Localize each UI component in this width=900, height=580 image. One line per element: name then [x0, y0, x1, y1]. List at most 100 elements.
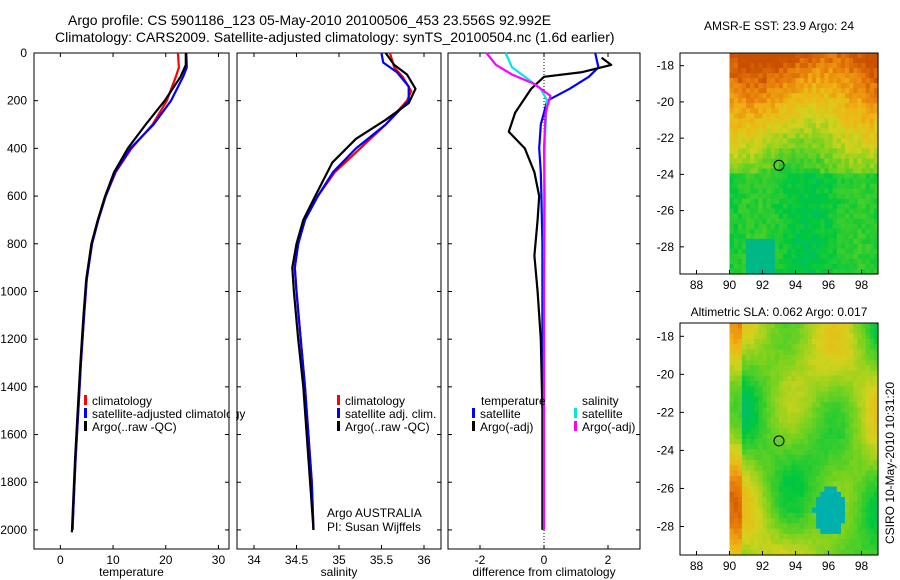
sst_map-cell: [779, 248, 784, 255]
sst_map-cell: [733, 158, 739, 165]
sst_map-cell: [820, 213, 825, 220]
sla_map-cell: [791, 486, 797, 493]
sst_map-cell: [845, 108, 850, 114]
difference-xtick-label: 0: [541, 553, 548, 567]
sst_map-cell: [766, 228, 772, 235]
sla_map-cell: [762, 454, 768, 461]
sst_map-cell: [766, 148, 772, 154]
sla_map-cell: [873, 465, 879, 472]
sla_map-cell: [807, 439, 813, 445]
sla_map-cell: [746, 333, 751, 340]
sst_map-cell: [733, 143, 739, 149]
sst_map-cell: [849, 88, 854, 94]
sla_map-cell: [836, 338, 842, 345]
sla_map-cell: [840, 549, 846, 556]
sla_map-cell: [774, 349, 780, 356]
sla_map-cell: [840, 412, 846, 419]
sst_map-cell: [750, 173, 755, 180]
sst_map-cell: [845, 58, 850, 64]
sla_map-cell: [849, 497, 854, 503]
sst_map-cell: [795, 198, 801, 205]
sst_map-cell: [799, 118, 805, 124]
sla_map-cell: [812, 338, 817, 345]
sst_map-cell: [807, 178, 813, 185]
sst_map-cell: [845, 208, 850, 215]
sla_map-cell: [812, 359, 817, 366]
sla_map-cell: [812, 412, 817, 419]
sla_map-cell: [795, 323, 801, 329]
sst_map-cell: [783, 228, 788, 235]
sla_map-cell: [754, 491, 759, 498]
sst_map-cell: [762, 223, 768, 230]
sst_map-xtick-label: 94: [789, 278, 803, 292]
sst_map-cell: [774, 88, 780, 94]
sla_map-cell: [733, 344, 739, 350]
sst_map-cell: [754, 143, 759, 149]
sla_map-cell: [729, 323, 735, 329]
sla_map-cell: [746, 507, 751, 514]
sst_map-cell: [762, 153, 768, 160]
sst_map-cell: [807, 133, 813, 139]
sla_map-cell: [729, 460, 735, 466]
sst_map-cell: [791, 163, 797, 170]
sla_map-cell: [865, 481, 871, 488]
sla_map-cell: [762, 512, 768, 519]
sla_map-cell: [857, 354, 863, 361]
sla_map-cell: [779, 523, 784, 530]
sla_map-cell: [774, 465, 780, 472]
sla_map-cell: [774, 486, 780, 493]
sla_map-cell: [746, 518, 751, 524]
sla_map-cell: [779, 486, 784, 493]
sst_map-cell: [733, 63, 739, 69]
sla_map-cell: [746, 338, 751, 345]
sla_map-cell: [758, 344, 764, 350]
sst_map-cell: [803, 193, 809, 200]
sla_map-cell: [741, 354, 747, 361]
sla_map-cell: [857, 370, 863, 377]
sst_map-cell: [828, 208, 834, 215]
sla_map-cell: [754, 449, 759, 456]
sst_map-cell: [865, 78, 871, 84]
sla_map-cell: [746, 328, 751, 335]
sla_map-cell: [873, 481, 879, 488]
sla_map-cell: [783, 338, 788, 345]
sst_map-cell: [840, 128, 846, 134]
sla_map-cell: [869, 528, 875, 535]
sst_map-cell: [836, 158, 842, 165]
sla_map-cell: [853, 454, 858, 461]
sla_map-cell: [807, 544, 813, 551]
sst_map-cell: [849, 58, 854, 64]
sst_map-cell: [787, 198, 792, 205]
sst_map-cell: [770, 238, 776, 245]
sla_map-cell: [746, 454, 751, 461]
sst_map-cell: [845, 233, 850, 240]
sla_map-cell: [795, 470, 801, 477]
sla_map-cell: [733, 533, 739, 540]
sst_map-cell: [774, 158, 780, 165]
sst_map-cell: [845, 193, 850, 200]
sst_map-cell: [824, 188, 830, 195]
sst_map-cell: [774, 253, 780, 260]
sla_map-cell: [787, 512, 792, 519]
sla_map-cell: [791, 349, 797, 356]
sst_map-cell: [828, 163, 834, 170]
sst_map-cell: [791, 228, 797, 235]
sla_map-cell: [803, 475, 809, 482]
sla_map-cell: [758, 365, 764, 372]
sla_map-cell: [754, 428, 759, 435]
sla_map-cell: [795, 391, 801, 398]
sla_map-cell: [770, 507, 776, 514]
sst_map-cell: [861, 158, 867, 165]
sla_map-cell: [770, 428, 776, 435]
sla_map-cell: [779, 533, 784, 540]
sla_map-cell: [750, 328, 755, 335]
sla_map-cell: [803, 428, 809, 435]
sla_map-cell: [770, 444, 776, 451]
sla_map-cell: [807, 470, 813, 477]
sla_map-cell: [849, 539, 854, 546]
sst_map-cell: [779, 148, 784, 154]
sla_map-cell: [774, 470, 780, 477]
sst_map-cell: [865, 138, 871, 144]
sst_map-cell: [869, 103, 875, 109]
